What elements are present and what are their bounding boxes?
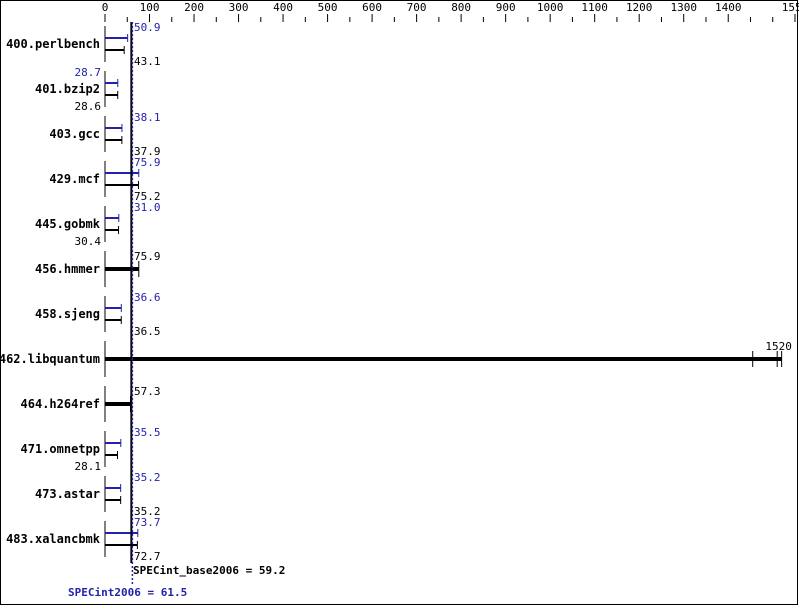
x-axis: 0 100 200 300 400 500 600 700 800 900 1000 1100 1200… <box>102 1 799 22</box>
base-value-label: 35.2 <box>134 505 161 518</box>
benchmark-label: 400.perlbench <box>6 37 100 51</box>
peak-value-label: 35.2 <box>134 471 161 484</box>
base-value-label: 57.3 <box>134 385 161 398</box>
benchmark-label: 471.omnetpp <box>21 442 100 456</box>
peak-summary-label: SPECint2006 = 61.5 <box>68 586 187 599</box>
x-tick-label: 0 <box>102 1 109 14</box>
x-tick-label: 400 <box>273 1 293 14</box>
benchmark-label: 473.astar <box>35 487 100 501</box>
base-value-label: 28.1 <box>75 460 102 473</box>
x-tick-label: 100 <box>140 1 160 14</box>
base-value-label: 43.1 <box>134 55 161 68</box>
benchmark-label: 429.mcf <box>49 172 100 186</box>
x-tick-label: 1550 <box>782 1 799 14</box>
x-tick-label: 1200 <box>626 1 653 14</box>
x-tick-label: 500 <box>318 1 338 14</box>
base-bar <box>105 267 139 271</box>
benchmark-label: 445.gobmk <box>35 217 101 231</box>
benchmark-label: 462.libquantum <box>0 352 100 366</box>
base-value-label: 37.9 <box>134 145 161 158</box>
benchmark-label: 401.bzip2 <box>35 82 100 96</box>
benchmark-label: 456.hmmer <box>35 262 100 276</box>
x-tick-label: 700 <box>407 1 427 14</box>
x-tick-label: 900 <box>496 1 516 14</box>
base-value-label: 72.7 <box>134 550 161 563</box>
base-bar <box>105 357 782 361</box>
base-value-label: 28.6 <box>75 100 102 113</box>
peak-value-label: 36.6 <box>134 291 161 304</box>
x-tick-label: 1300 <box>670 1 697 14</box>
base-value-label: 75.2 <box>134 190 161 203</box>
peak-value-label: 75.9 <box>134 156 161 169</box>
x-tick-label: 1000 <box>537 1 564 14</box>
base-value-label: 75.9 <box>134 250 161 263</box>
x-tick-label: 1100 <box>581 1 608 14</box>
peak-value-label: 31.0 <box>134 201 161 214</box>
peak-value-label: 73.7 <box>134 516 161 529</box>
bars: 400.perlbench 50.9 43.1 401.bzip2 28.7 28.6 40… <box>0 21 792 585</box>
x-tick-label: 600 <box>362 1 382 14</box>
x-tick-label: 300 <box>229 1 249 14</box>
benchmark-label: 458.sjeng <box>35 307 100 321</box>
peak-value-label: 50.9 <box>134 21 161 34</box>
peak-value-label: 38.1 <box>134 111 161 124</box>
base-value-label: 30.4 <box>75 235 102 248</box>
base-value-label: 1520 <box>765 340 792 353</box>
benchmark-label: 464.h264ref <box>21 397 100 411</box>
peak-value-label: 28.7 <box>75 66 102 79</box>
peak-value-label: 35.5 <box>134 426 161 439</box>
base-value-label: 36.5 <box>134 325 161 338</box>
x-tick-label: 800 <box>451 1 471 14</box>
x-tick-label: 200 <box>184 1 204 14</box>
base-summary-label: SPECint_base2006 = 59.2 <box>133 564 285 577</box>
benchmark-label: 403.gcc <box>49 127 100 141</box>
base-bar <box>105 402 131 406</box>
benchmark-label: 483.xalancbmk <box>6 532 101 546</box>
x-tick-label: 1400 <box>715 1 742 14</box>
